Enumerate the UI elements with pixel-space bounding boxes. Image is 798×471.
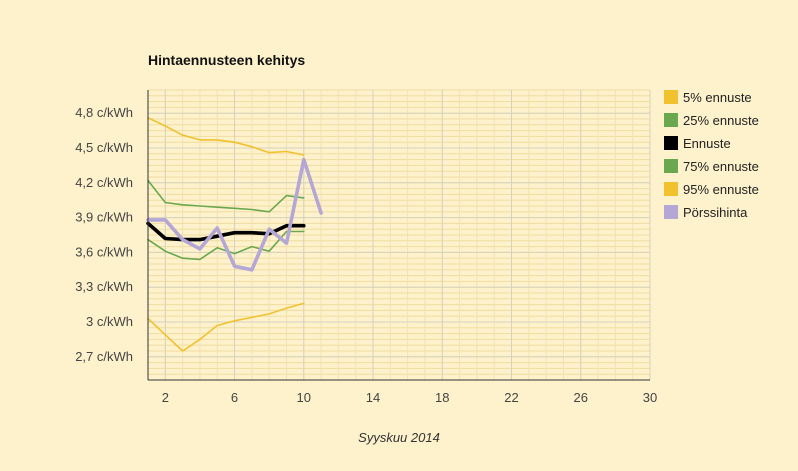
series-line-4 bbox=[147, 117, 305, 156]
x-tick-label: 6 bbox=[231, 390, 238, 405]
y-tick-label: 2,7 c/kWh bbox=[75, 349, 133, 364]
legend-label: 5% ennuste bbox=[683, 90, 752, 105]
y-tick-label: 3,3 c/kWh bbox=[75, 279, 133, 294]
x-tick-label: 10 bbox=[297, 390, 311, 405]
series-line-0 bbox=[147, 302, 305, 352]
y-tick-label: 3,9 c/kWh bbox=[75, 210, 133, 225]
major-gridlines bbox=[148, 90, 651, 380]
legend-label: Pörssihinta bbox=[683, 205, 748, 220]
x-tick-label: 14 bbox=[366, 390, 380, 405]
x-tick-label: 2 bbox=[162, 390, 169, 405]
x-tick-label: 30 bbox=[643, 390, 657, 405]
x-axis-label: Syyskuu 2014 bbox=[358, 430, 440, 445]
series-line-5 bbox=[146, 157, 323, 272]
chart-title: Hintaennusteen kehitys bbox=[148, 52, 305, 68]
legend-swatch bbox=[664, 90, 678, 104]
legend-label: 95% ennuste bbox=[683, 182, 759, 197]
y-tick-labels: 2,7 c/kWh 3 c/kWh 3,3 c/kWh 3,6 c/kWh 3,9 c/… bbox=[75, 105, 133, 364]
legend-swatch bbox=[664, 182, 678, 196]
x-tick-label: 18 bbox=[435, 390, 449, 405]
y-tick-label: 3,6 c/kWh bbox=[75, 244, 133, 259]
legend-label: 25% ennuste bbox=[683, 113, 759, 128]
legend-swatch bbox=[664, 205, 678, 219]
legend-item[interactable]: Pörssihinta bbox=[664, 205, 748, 220]
y-tick-label: 4,5 c/kWh bbox=[75, 140, 133, 155]
series-line-2 bbox=[146, 221, 306, 242]
legend-swatch bbox=[664, 136, 678, 150]
y-tick-label: 3 c/kWh bbox=[86, 314, 133, 329]
legend-item[interactable]: 5% ennuste bbox=[664, 90, 752, 105]
legend-label: 75% ennuste bbox=[683, 159, 759, 174]
y-tick-label: 4,8 c/kWh bbox=[75, 105, 133, 120]
legend-swatch bbox=[664, 113, 678, 127]
x-tick-labels: 2 6 10 14 18 22 26 30 bbox=[162, 390, 658, 405]
x-tick-label: 26 bbox=[574, 390, 588, 405]
legend-item[interactable]: 75% ennuste bbox=[664, 159, 759, 174]
legend-label: Ennuste bbox=[683, 136, 731, 151]
y-tick-label: 4,2 c/kWh bbox=[75, 175, 133, 190]
legend[interactable]: 5% ennuste 25% ennuste Ennuste 75% ennuste 9… bbox=[664, 90, 759, 220]
series-lines bbox=[146, 117, 323, 352]
legend-swatch bbox=[664, 159, 678, 173]
series-line-3 bbox=[147, 179, 305, 213]
legend-item[interactable]: 95% ennuste bbox=[664, 182, 759, 197]
legend-item[interactable]: Ennuste bbox=[664, 136, 731, 151]
x-tick-label: 22 bbox=[504, 390, 518, 405]
legend-item[interactable]: 25% ennuste bbox=[664, 113, 759, 128]
